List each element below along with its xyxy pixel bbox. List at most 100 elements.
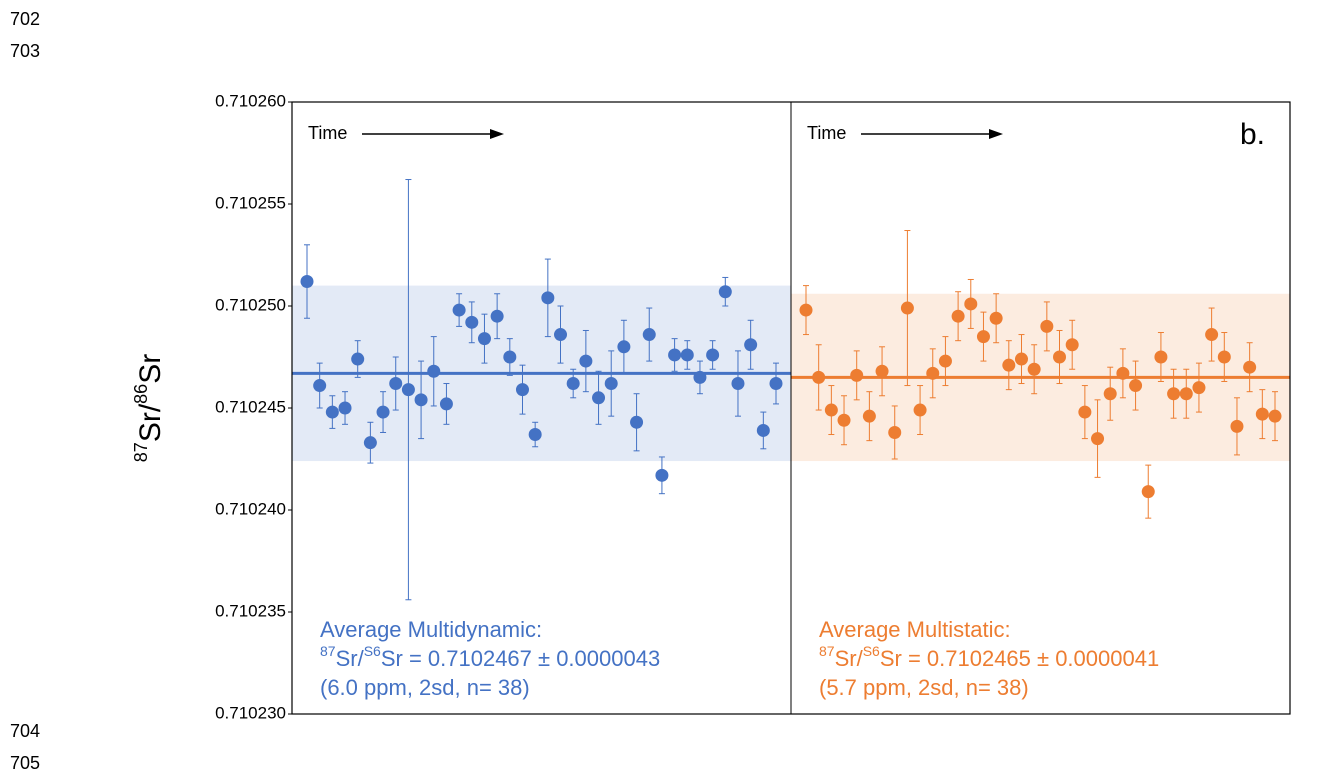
data-point <box>769 377 783 391</box>
data-point <box>566 377 580 391</box>
data-point <box>1255 407 1269 421</box>
y-tick-label: 0.710260 <box>215 91 286 110</box>
data-point <box>744 338 758 352</box>
data-point <box>477 332 491 346</box>
data-point <box>655 468 669 482</box>
data-point <box>1179 387 1193 401</box>
data-point <box>1141 485 1155 499</box>
plot <box>292 179 1290 601</box>
y-tick-label: 0.710245 <box>215 397 286 416</box>
data-point <box>706 348 720 362</box>
data-point <box>427 364 441 378</box>
data-point <box>414 393 428 407</box>
line-number: 702 <box>10 9 40 29</box>
annotation-sup: 87 <box>320 643 336 659</box>
y-label-part: Sr/ <box>134 403 167 442</box>
data-point <box>824 403 838 417</box>
data-point <box>837 413 851 427</box>
y-tick-label: 0.710235 <box>215 601 286 620</box>
data-point <box>951 309 965 323</box>
data-point <box>680 348 694 362</box>
data-point <box>964 297 978 311</box>
data-point <box>541 291 555 305</box>
data-point <box>338 401 352 415</box>
annotation: 87Sr/S6Sr = 0.7102465 ± 0.0000041 <box>819 643 1159 671</box>
data-point <box>1103 387 1117 401</box>
data-point <box>642 328 656 342</box>
data-point <box>938 354 952 368</box>
data-point <box>1129 379 1143 393</box>
time-label: Time <box>807 123 846 143</box>
data-point <box>1053 350 1067 364</box>
annotation-sup: S6 <box>863 643 880 659</box>
data-point <box>850 368 864 382</box>
data-point <box>1040 319 1054 333</box>
data-point <box>490 309 504 323</box>
panel-label: b. <box>1240 118 1265 151</box>
y-tick-label: 0.710230 <box>215 703 286 722</box>
data-point <box>913 403 927 417</box>
data-point <box>579 354 593 368</box>
data-point <box>465 315 479 329</box>
data-point <box>1217 350 1231 364</box>
data-point <box>1027 362 1041 376</box>
annotation-part: Sr = 0.7102465 ± 0.0000041 <box>880 646 1159 671</box>
annotation-part: Sr = 0.7102467 ± 0.0000043 <box>381 646 660 671</box>
data-point <box>862 409 876 423</box>
y-label-part: Sr <box>134 354 167 384</box>
data-point <box>875 364 889 378</box>
data-point <box>1167 387 1181 401</box>
time-arrowhead <box>989 129 1003 139</box>
data-point <box>389 377 403 391</box>
data-point <box>1116 366 1130 380</box>
data-point <box>452 303 466 317</box>
time-label: Time <box>308 123 347 143</box>
data-point <box>1268 409 1282 423</box>
data-point <box>1078 405 1092 419</box>
data-point <box>976 330 990 344</box>
y-tick-label: 0.710250 <box>215 295 286 314</box>
annotation-part: Sr/ <box>336 646 365 671</box>
data-point <box>888 425 902 439</box>
annotation: (5.7 ppm, 2sd, n= 38) <box>819 675 1029 700</box>
data-point <box>900 301 914 315</box>
y-label-sup: 86 <box>131 384 151 404</box>
data-point <box>363 436 377 450</box>
data-point <box>756 423 770 437</box>
time-arrowhead <box>490 129 504 139</box>
data-point <box>630 415 644 429</box>
data-point <box>1002 358 1016 372</box>
y-tick-label: 0.710255 <box>215 193 286 212</box>
data-point <box>515 383 529 397</box>
y-axis-label: 87Sr/86Sr <box>131 354 167 462</box>
y-label-sup: 87 <box>131 442 151 462</box>
data-point <box>668 348 682 362</box>
data-point <box>376 405 390 419</box>
data-point <box>731 377 745 391</box>
data-point <box>1065 338 1079 352</box>
annotation: Average Multistatic: <box>819 617 1011 642</box>
data-point <box>989 311 1003 325</box>
data-point <box>799 303 813 317</box>
data-point <box>503 350 517 364</box>
data-point <box>1154 350 1168 364</box>
data-point <box>1192 381 1206 395</box>
data-point <box>351 352 365 366</box>
data-point <box>300 275 314 289</box>
data-point <box>718 285 732 299</box>
data-point <box>1014 352 1028 366</box>
data-point <box>592 391 606 405</box>
line-number: 704 <box>10 721 40 741</box>
line-number: 703 <box>10 41 40 61</box>
data-point <box>313 379 327 393</box>
annotation: (6.0 ppm, 2sd, n= 38) <box>320 675 530 700</box>
annotation-sup: 87 <box>819 643 835 659</box>
data-point <box>439 397 453 411</box>
data-point <box>926 366 940 380</box>
data-point <box>1243 360 1257 374</box>
annotation: Average Multidynamic: <box>320 617 542 642</box>
data-point <box>1205 328 1219 342</box>
plot-frame <box>291 101 1291 715</box>
data-point <box>1091 432 1105 446</box>
